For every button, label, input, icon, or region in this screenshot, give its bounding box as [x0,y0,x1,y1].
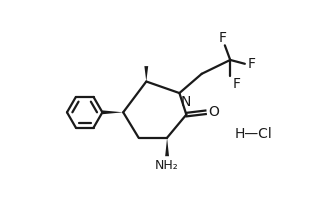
Polygon shape [144,66,148,82]
Text: F: F [233,77,241,91]
Text: N: N [180,95,191,109]
Text: O: O [208,105,219,119]
Text: H—Cl: H—Cl [235,127,273,141]
Text: NH₂: NH₂ [155,159,179,172]
Text: F: F [247,57,255,71]
Polygon shape [165,138,169,156]
Text: F: F [219,30,226,45]
Polygon shape [102,110,123,114]
